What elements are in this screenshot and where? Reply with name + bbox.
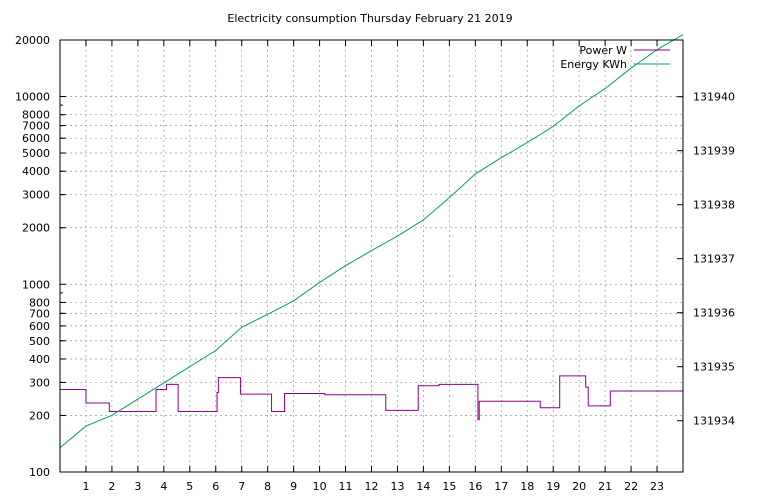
x-tick-label: 19: [546, 480, 560, 493]
y-right-tick-label: 131939: [693, 145, 735, 158]
x-tick-label: 4: [160, 480, 167, 493]
x-tick-label: 16: [468, 480, 482, 493]
x-tick-label: 5: [186, 480, 193, 493]
x-tick-label: 13: [390, 480, 404, 493]
x-tick-label: 6: [212, 480, 219, 493]
y-left-tick-label: 500: [29, 335, 50, 348]
x-tick-label: 20: [572, 480, 586, 493]
y-left-tick-label: 6000: [22, 132, 50, 145]
y-left-tick-label: 600: [29, 320, 50, 333]
y-left-tick-label: 5000: [22, 147, 50, 160]
x-tick-label: 8: [264, 480, 271, 493]
y-right-tick-label: 131937: [693, 253, 735, 266]
y-left-tick-label: 7000: [22, 120, 50, 133]
x-tick-label: 17: [494, 480, 508, 493]
y-left-tick-label: 2000: [22, 222, 50, 235]
y-left-tick-label: 200: [29, 409, 50, 422]
chart-title: Electricity consumption Thursday Februar…: [227, 12, 512, 25]
x-tick-label: 14: [416, 480, 430, 493]
y-left-tick-label: 20000: [15, 34, 50, 47]
x-tick-label: 23: [650, 480, 664, 493]
y-left-tick-label: 700: [29, 307, 50, 320]
x-tick-label: 2: [108, 480, 115, 493]
y-left-tick-label: 400: [29, 353, 50, 366]
x-tick-label: 18: [520, 480, 534, 493]
x-tick-label: 22: [624, 480, 638, 493]
y-right-tick-label: 131940: [693, 91, 735, 104]
legend-label: Energy KWh: [560, 58, 627, 71]
x-tick-label: 11: [339, 480, 353, 493]
y-right-tick-label: 131938: [693, 199, 735, 212]
x-tick-label: 12: [365, 480, 379, 493]
y-left-tick-label: 300: [29, 376, 50, 389]
grid: [60, 40, 683, 472]
y-left-tick-label: 800: [29, 296, 50, 309]
legend-label: Power W: [579, 44, 627, 57]
y-left-tick-label: 3000: [22, 189, 50, 202]
x-tick-label: 10: [313, 480, 327, 493]
series-line-energy: [59, 34, 684, 449]
x-tick-label: 7: [238, 480, 245, 493]
y-right-tick-label: 131936: [693, 307, 735, 320]
y-left-tick-label: 100: [29, 466, 50, 479]
y-left-tick-label: 8000: [22, 109, 50, 122]
ticks: 1 2 3 4 5 6 7 8 9 10 11 12 13 14 15 16 17 18 19 20 21 22 23100…: [15, 34, 735, 493]
y-right-tick-label: 131935: [693, 361, 735, 374]
x-tick-label: 1: [82, 480, 89, 493]
x-tick-label: 21: [598, 480, 612, 493]
y-left-tick-label: 4000: [22, 165, 50, 178]
x-tick-label: 9: [290, 480, 297, 493]
y-left-tick-label: 10000: [15, 91, 50, 104]
y-right-tick-label: 131934: [693, 415, 735, 428]
series-line-power: [60, 375, 683, 421]
x-tick-label: 3: [134, 480, 141, 493]
y-left-tick-label: 1000: [22, 278, 50, 291]
series-layer: [59, 34, 684, 449]
x-tick-label: 15: [442, 480, 456, 493]
